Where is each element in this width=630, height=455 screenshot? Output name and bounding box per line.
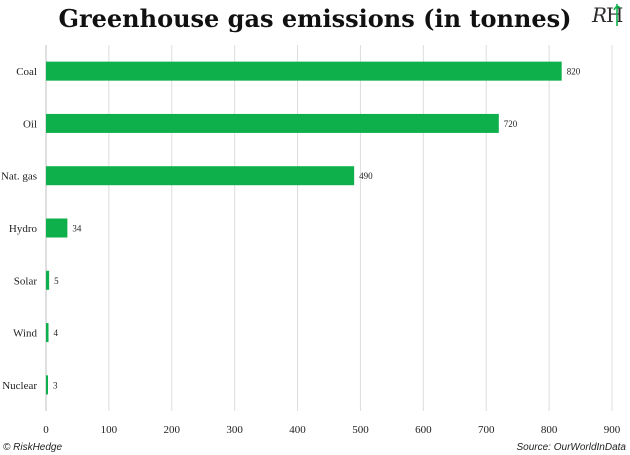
x-tick-label: 0 <box>43 424 49 436</box>
category-label: Oil <box>23 118 37 130</box>
svg-text:R: R <box>591 3 607 27</box>
category-label: Nuclear <box>2 380 37 392</box>
category-label: Coal <box>16 66 37 78</box>
data-label: 720 <box>504 119 518 129</box>
x-tick-label: 200 <box>164 424 181 436</box>
x-tick-label: 400 <box>289 424 306 436</box>
x-tick-label: 800 <box>541 424 558 436</box>
x-tick-label: 500 <box>352 424 369 436</box>
riskhedge-logo-icon: R H <box>591 3 623 27</box>
chart-title: Greenhouse gas emissions (in tonnes) <box>58 4 572 33</box>
bar-hydro <box>46 218 68 238</box>
bar-solar <box>46 270 50 290</box>
data-label: 34 <box>72 224 82 234</box>
x-tick-label: 100 <box>101 424 118 436</box>
x-tick-label: 600 <box>415 424 432 436</box>
svg-text:H: H <box>606 3 623 27</box>
bar-oil <box>46 113 499 133</box>
category-label: Nat. gas <box>1 171 37 183</box>
data-label: 3 <box>53 380 58 390</box>
data-label: 5 <box>54 276 59 286</box>
bar-wind <box>46 323 49 343</box>
category-label: Solar <box>14 275 38 287</box>
source-text: Source: OurWorldInData <box>516 442 627 453</box>
x-tick-label: 300 <box>226 424 243 436</box>
data-label: 820 <box>567 67 581 77</box>
bar-nuclear <box>46 375 48 395</box>
category-label: Wind <box>13 328 37 340</box>
bar-coal <box>46 61 562 81</box>
category-label: Hydro <box>9 223 38 235</box>
copyright-text: © RiskHedge <box>3 442 63 453</box>
bar-nat-gas <box>46 166 355 186</box>
x-tick-label: 700 <box>478 424 495 436</box>
x-tick-label: 900 <box>604 424 621 436</box>
data-label: 4 <box>54 328 59 338</box>
data-label: 490 <box>359 171 373 181</box>
